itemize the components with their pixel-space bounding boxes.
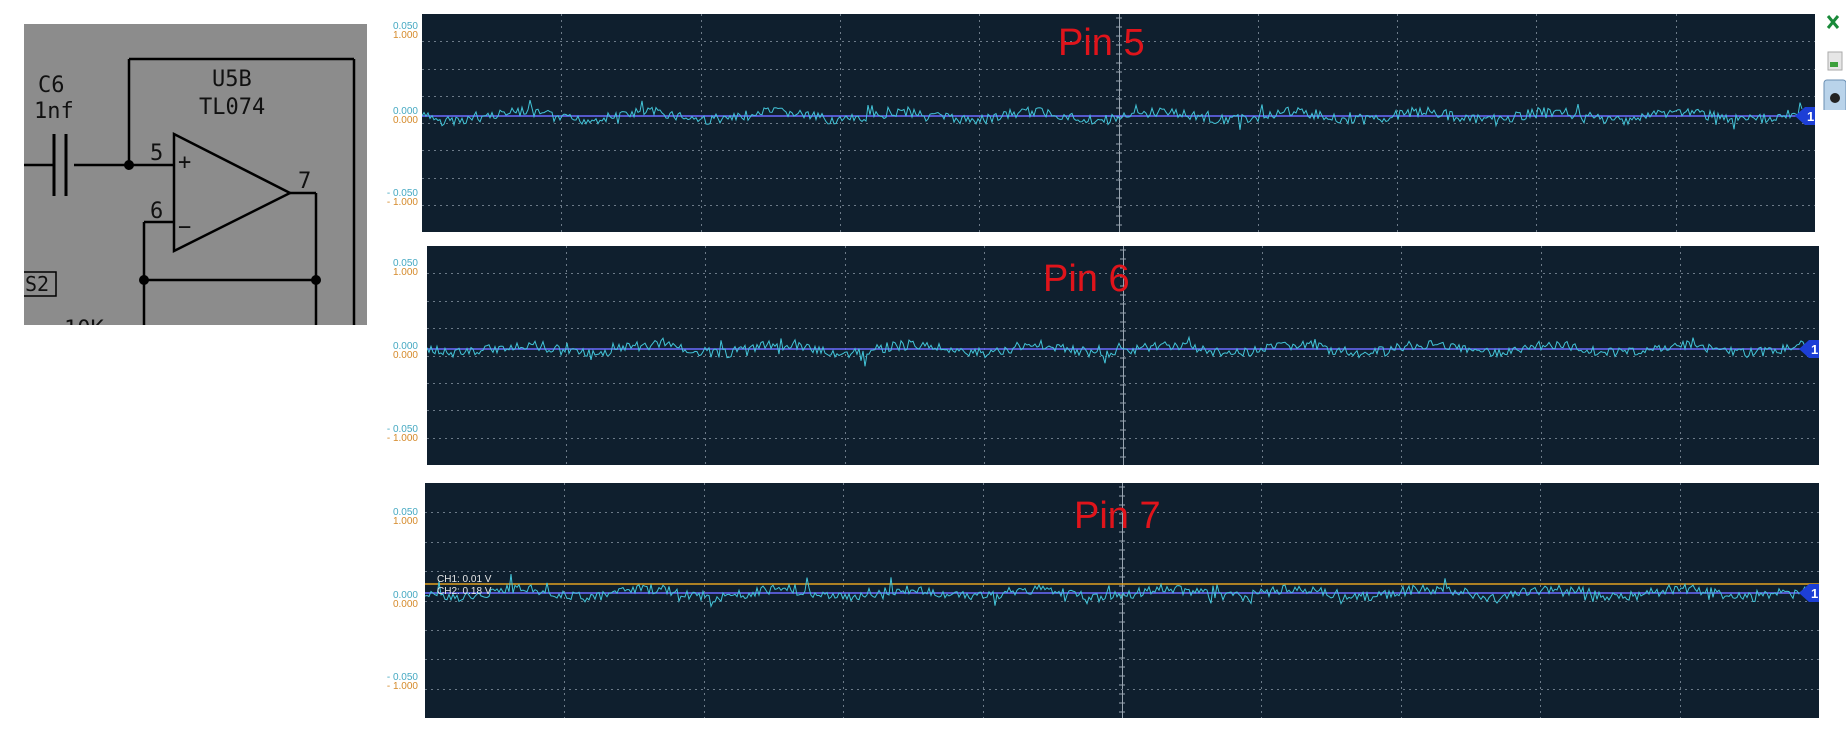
close-x-icon[interactable] <box>1826 15 1840 29</box>
scale-value: 0.050 <box>392 507 418 518</box>
probe-icon[interactable] <box>1823 79 1846 115</box>
scope-2-title: Pin 6 <box>1043 258 1130 300</box>
scope-1-scale-bottom: - 0.050 - 1.000 <box>380 188 418 208</box>
scope-3-scale-bottom: - 0.050 - 1.000 <box>380 672 418 692</box>
channel-marker-label: 1 <box>1811 342 1818 357</box>
scope-panel-pin5[interactable]: 1 <box>422 14 1815 232</box>
scope-2-scale-bottom: - 0.050 - 1.000 <box>380 424 418 444</box>
scope-display: 1 <box>422 14 1815 232</box>
side-toolbar <box>1816 10 1846 115</box>
scope-panel-pin7[interactable]: 1 <box>425 483 1819 718</box>
ch1-readout-text: CH1: 0.01 V <box>437 574 492 585</box>
scope-panel-pin6[interactable]: 1 <box>427 246 1819 465</box>
scale-value: 0.050 <box>392 21 418 32</box>
scale-value: - 0.050 <box>386 424 418 435</box>
scale-value: 0.000 <box>392 106 418 117</box>
scale-value: 1.000 <box>392 516 418 527</box>
tool-icon[interactable] <box>1827 51 1843 71</box>
scope-3-title: Pin 7 <box>1074 495 1161 537</box>
scope-2-scale-zero: 0.000 0.000 <box>380 341 418 361</box>
scale-value: 1.000 <box>392 267 418 278</box>
scale-value: 0.050 <box>392 258 418 269</box>
schematic-panel: C6 1nf U5B TL074 5 6 7 + − S2 10K <box>24 24 367 325</box>
scale-value: 0.000 <box>392 599 418 610</box>
channel-marker <box>1799 340 1819 358</box>
scope-display: 1 <box>427 246 1819 465</box>
scale-value: 0.000 <box>392 590 418 601</box>
channel-marker <box>1799 584 1819 602</box>
ch2-readout-text: CH2: 0.18 V <box>437 586 492 597</box>
scale-value: - 1.000 <box>386 433 418 444</box>
scope-1-scale-top: 0.050 1.000 <box>380 21 418 41</box>
scope-3-scale-top: 0.050 1.000 <box>380 507 418 527</box>
channel-marker <box>1795 107 1815 125</box>
channel-marker-label: 1 <box>1811 586 1818 601</box>
waveform-trace <box>427 335 1806 367</box>
scale-value: 0.000 <box>392 115 418 126</box>
ch1-readout: CH1: 0.01 V CH2: 0.18 V <box>437 574 491 598</box>
scale-value: - 1.000 <box>386 681 418 692</box>
scale-value: - 1.000 <box>386 197 418 208</box>
scale-value: 1.000 <box>392 30 418 41</box>
scale-value: - 0.050 <box>386 188 418 199</box>
schematic-drawing <box>24 57 356 325</box>
scope-display: 1 <box>425 483 1819 718</box>
scale-value: 0.000 <box>392 341 418 352</box>
waveform-trace <box>425 574 1806 608</box>
waveform-trace <box>422 99 1803 130</box>
scope-1-scale-zero: 0.000 0.000 <box>380 106 418 126</box>
scale-value: - 0.050 <box>386 672 418 683</box>
scale-value: 0.000 <box>392 350 418 361</box>
scope-3-scale-zero: 0.000 0.000 <box>380 590 418 610</box>
channel-marker-label: 1 <box>1807 109 1814 124</box>
scope-2-scale-top: 0.050 1.000 <box>380 258 418 278</box>
scope-1-title: Pin 5 <box>1058 22 1145 64</box>
